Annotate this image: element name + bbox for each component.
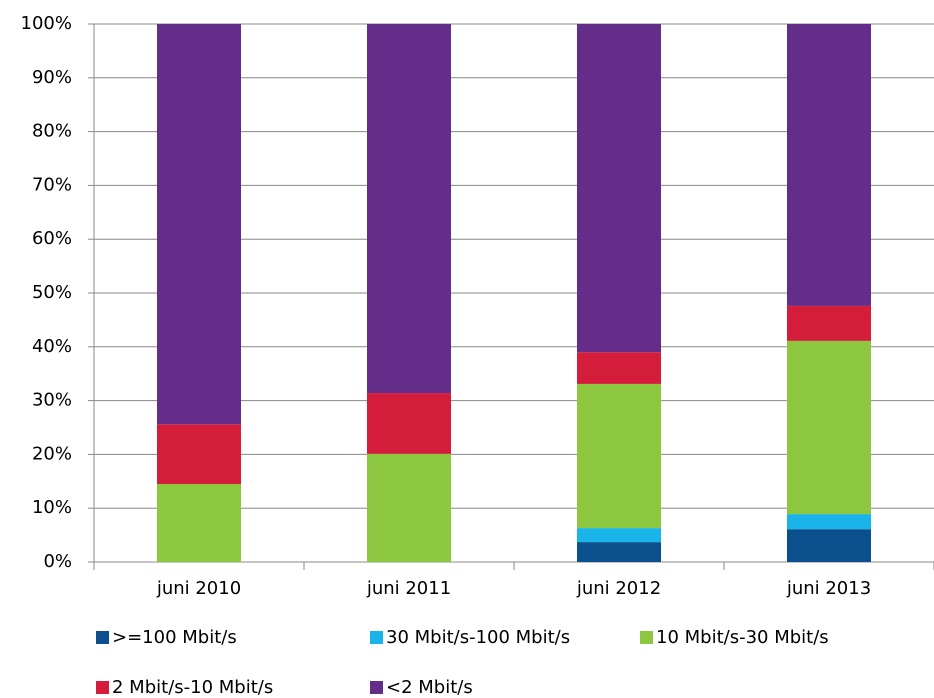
legend-swatch (96, 631, 109, 644)
legend-label: <2 Mbit/s (386, 677, 473, 698)
bar-segment (787, 305, 871, 341)
bar-segment (157, 483, 241, 562)
y-tick-label: 50% (32, 282, 72, 303)
bar-segment (577, 542, 661, 562)
bar-segment (787, 340, 871, 515)
legend-label: 2 Mbit/s-10 Mbit/s (112, 677, 273, 698)
y-tick-label: 80% (32, 121, 72, 142)
y-tick-label: 30% (32, 390, 72, 411)
bar-segment (367, 393, 451, 454)
y-tick-label: 40% (32, 336, 72, 357)
legend-label: 10 Mbit/s-30 Mbit/s (656, 627, 829, 648)
y-tick-label: 100% (21, 13, 72, 34)
bar-segment (367, 453, 451, 562)
y-tick-label: 90% (32, 67, 72, 88)
x-tick-label: juni 2010 (156, 578, 241, 599)
legend-swatch (640, 631, 653, 644)
y-tick-label: 60% (32, 228, 72, 249)
x-tick-label: juni 2013 (786, 578, 871, 599)
y-tick-label: 20% (32, 443, 72, 464)
legend-swatch (370, 681, 383, 694)
legend-swatch (370, 631, 383, 644)
legend-swatch (96, 681, 109, 694)
x-tick-label: juni 2011 (366, 578, 451, 599)
bar-segment (157, 424, 241, 484)
bar-segment (577, 352, 661, 384)
bar-segment (367, 24, 451, 394)
y-tick-label: 0% (43, 551, 72, 572)
bar-segment (787, 529, 871, 562)
bar-segment (577, 528, 661, 543)
bar-segment (787, 24, 871, 306)
y-tick-label: 10% (32, 497, 72, 518)
bar-segment (577, 383, 661, 529)
y-tick-label: 70% (32, 174, 72, 195)
legend-label: 30 Mbit/s-100 Mbit/s (386, 627, 570, 648)
legend-label: >=100 Mbit/s (112, 627, 237, 648)
bar-segment (157, 24, 241, 425)
bar-segment (577, 24, 661, 353)
bar-segment (787, 514, 871, 530)
x-tick-label: juni 2012 (576, 578, 661, 599)
